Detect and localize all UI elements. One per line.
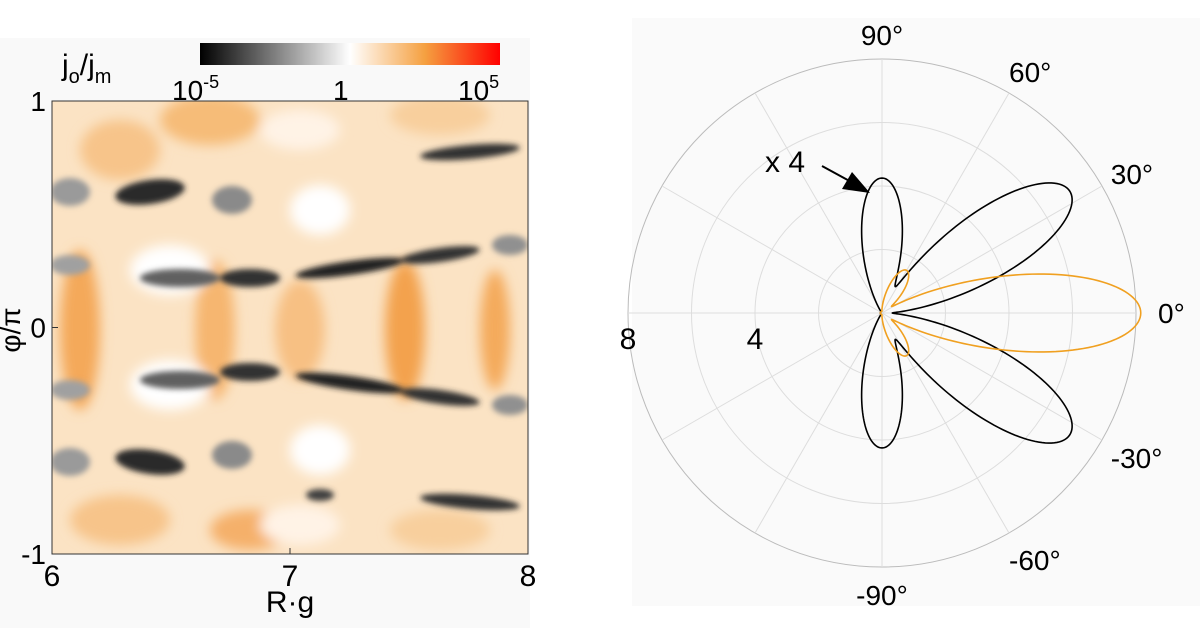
heatmap-y-tick-label: -1	[21, 539, 46, 570]
polar-angle-label: -60°	[1009, 545, 1061, 576]
colorbar-tick-mid: 1	[333, 75, 349, 106]
polar-grid-spoke	[881, 312, 1103, 441]
colorbar-label: jo/jm	[61, 49, 111, 88]
polar-angle-label: 30°	[1111, 159, 1153, 190]
heatmap-y-tick-label: 0	[30, 313, 46, 344]
polar-grid	[627, 58, 1137, 568]
polar-grid-spoke	[881, 92, 1010, 314]
heatmap-image	[52, 101, 528, 554]
polar-angle-label: -30°	[1111, 443, 1163, 474]
polar-grid-spoke	[754, 92, 883, 314]
colorbar: jo/jm 10-5 1 105	[61, 43, 500, 106]
heatmap-x-tick-label: 8	[520, 560, 537, 593]
annotation-arrowhead	[842, 172, 870, 193]
polar-angle-label: -90°	[856, 580, 908, 611]
polar-panel-background	[632, 18, 1200, 606]
polar-angle-label: 60°	[1009, 57, 1051, 88]
polar-labels: 90° 60° 30° 0° -30° -60° -90° 8 4	[620, 20, 1185, 611]
polar-grid-spoke	[754, 312, 883, 534]
heatmap-axes: 6 7 8 1 0 -1	[21, 86, 536, 593]
heatmap-panel: jo/jm 10-5 1 105	[0, 38, 536, 628]
polar-series	[860, 177, 1142, 449]
heatmap-x-tick-label: 6	[44, 560, 61, 593]
polar-angle-label: 0°	[1158, 298, 1185, 329]
annotation-text: x 4	[765, 146, 805, 179]
polar-annotation: x 4	[765, 146, 870, 193]
polar-series-black	[860, 177, 1073, 449]
heatmap-x-tick-label: 7	[282, 560, 299, 593]
polar-radial-tick-label: 4	[747, 323, 764, 356]
polar-grid-spoke	[881, 185, 1103, 314]
colorbar-gradient	[200, 43, 500, 65]
polar-radial-tick-label: 8	[620, 323, 637, 356]
heatmap-y-axis-label: φ/π	[0, 307, 26, 352]
heatmap-x-axis-label: R·g	[266, 586, 314, 619]
polar-grid-spoke	[661, 185, 883, 314]
polar-panel: 90° 60° 30° 0° -30° -60° -90° 8 4 x 4	[620, 18, 1200, 611]
polar-angle-label: 90°	[861, 20, 903, 51]
polar-grid-spoke	[661, 312, 883, 441]
heatmap-y-tick-label: 1	[30, 86, 46, 117]
polar-series-orange	[879, 269, 1142, 357]
polar-grid-spoke	[881, 312, 1010, 534]
